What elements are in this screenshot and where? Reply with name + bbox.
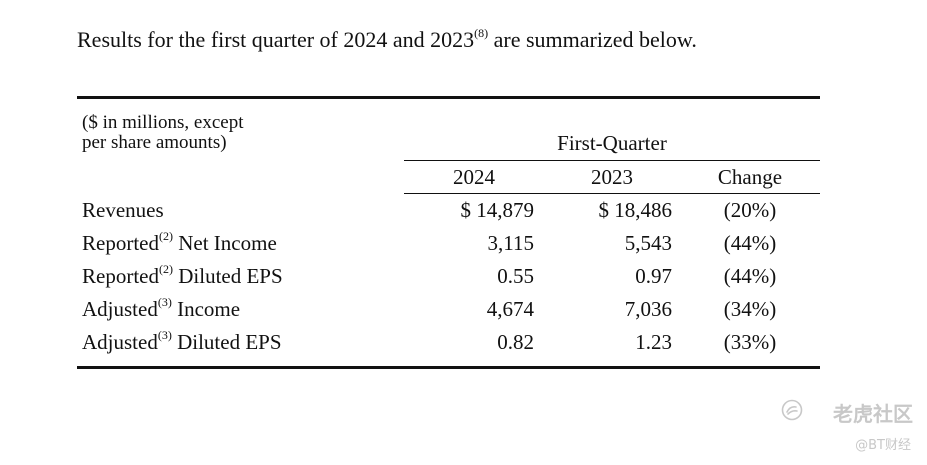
- row-label: Adjusted(3) Diluted EPS: [82, 328, 282, 354]
- value-2023: 0.97: [635, 264, 672, 288]
- value-change: (44%): [723, 264, 777, 288]
- value-change: (33%): [723, 330, 777, 354]
- units-note-line1: ($ in millions, except: [82, 112, 244, 133]
- value-2023: $ 18,486: [598, 198, 673, 222]
- value-2024: 0.82: [497, 330, 534, 354]
- intro-sentence: Results for the first quarter of 2024 an…: [77, 27, 697, 53]
- group-header: First-Quarter: [557, 131, 667, 155]
- table-row: Reported(2) Diluted EPS 0.55 0.97 (44%): [0, 262, 927, 294]
- value-2024: 0.55: [497, 264, 534, 288]
- column-header-rule: [404, 193, 820, 194]
- row-label: Reported(2) Net Income: [82, 229, 277, 255]
- value-2023: 7,036: [624, 297, 672, 321]
- intro-footnote: (8): [474, 25, 489, 40]
- intro-text: Results for the first quarter of 2024 an…: [77, 27, 475, 52]
- value-2024: $ 14,879: [460, 198, 535, 222]
- group-header-rule: [404, 160, 820, 161]
- table-row: Adjusted(3) Diluted EPS 0.82 1.23 (33%): [0, 328, 927, 360]
- value-2023: 5,543: [624, 231, 672, 255]
- units-note-line2: per share amounts): [82, 132, 227, 153]
- table-bottom-rule: [77, 366, 820, 369]
- units-note: ($ in millions, except per share amounts…: [82, 113, 243, 153]
- watermark-sub: @BT财经: [855, 438, 911, 453]
- intro-text-end: are summarized below.: [488, 27, 697, 52]
- value-change: (20%): [723, 198, 777, 222]
- table-row: Revenues $ 14,879 $ 18,486 (20%): [0, 198, 927, 228]
- tiger-logo-icon: [781, 399, 803, 421]
- row-label: Adjusted(3) Income: [82, 295, 241, 321]
- row-label: Revenues: [82, 198, 164, 222]
- value-2024: 4,674: [486, 297, 534, 321]
- row-label: Reported(2) Diluted EPS: [82, 262, 283, 288]
- table-top-rule: [77, 96, 820, 99]
- value-2024: 3,115: [487, 231, 534, 255]
- watermark-main: 老虎社区: [833, 402, 913, 426]
- column-header-change: Change: [717, 165, 783, 189]
- value-change: (44%): [723, 231, 777, 255]
- column-header-2023: 2023: [591, 165, 633, 189]
- table-row: Adjusted(3) Income 4,674 7,036 (34%): [0, 295, 927, 327]
- value-change: (34%): [723, 297, 777, 321]
- value-2023: 1.23: [635, 330, 672, 354]
- column-header-2024: 2024: [453, 165, 495, 189]
- table-row: Reported(2) Net Income 3,115 5,543 (44%): [0, 229, 927, 261]
